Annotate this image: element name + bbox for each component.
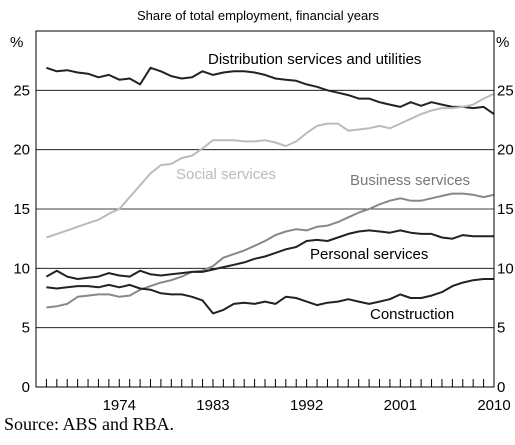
y-tick-label-right: 25 <box>497 82 514 99</box>
y-axis-ticks: 0 0 5 5 10 10 15 15 20 20 25 25 <box>13 82 513 396</box>
series-line-distribution-services <box>46 66 495 115</box>
series-line-business-services <box>46 192 495 309</box>
series-line-social-services <box>46 92 495 239</box>
series-line-personal-services <box>45 229 494 280</box>
series-label-personal-services: Personal services <box>310 246 428 263</box>
y-tick-label-left: 5 <box>22 320 30 337</box>
series-line-construction <box>46 278 494 315</box>
y-tick-label-right: 10 <box>497 260 514 277</box>
y-tick-label-left: 10 <box>13 260 30 277</box>
y-tick-label-left: 15 <box>13 201 30 218</box>
y-tick-label-left: 0 <box>22 379 30 396</box>
series-label-social-services: Social services <box>176 166 276 183</box>
x-axis-ticks: 1974 1983 1992 2001 2010 <box>45 379 511 414</box>
x-tick-label: 1974 <box>103 397 136 414</box>
x-tick-label: 1992 <box>290 397 323 414</box>
x-tick-label: 2010 <box>477 397 510 414</box>
gridlines <box>36 89 494 329</box>
series-labels: Distribution services and utilities Socia… <box>176 51 470 323</box>
series-label-construction: Construction <box>370 306 454 323</box>
data-series <box>45 66 495 315</box>
series-label-distribution-services: Distribution services and utilities <box>208 51 421 68</box>
y-tick-label-left: 25 <box>13 82 30 99</box>
x-tick-label: 2001 <box>384 397 417 414</box>
source-note: Source: ABS and RBA. <box>4 414 175 434</box>
series-label-business-services: Business services <box>350 172 470 189</box>
y-tick-label-right: 20 <box>497 142 514 159</box>
y-tick-label-right: 5 <box>497 320 505 337</box>
y-tick-label-right: 0 <box>497 379 505 396</box>
y-tick-label-right: 15 <box>497 201 514 218</box>
plot-frame <box>35 30 495 388</box>
chart-title: Share of total employment, financial yea… <box>137 8 380 23</box>
y-unit-label-right: % <box>496 34 509 51</box>
y-tick-label-left: 20 <box>13 142 30 159</box>
y-unit-label-left: % <box>10 34 23 51</box>
x-tick-label: 1983 <box>196 397 229 414</box>
